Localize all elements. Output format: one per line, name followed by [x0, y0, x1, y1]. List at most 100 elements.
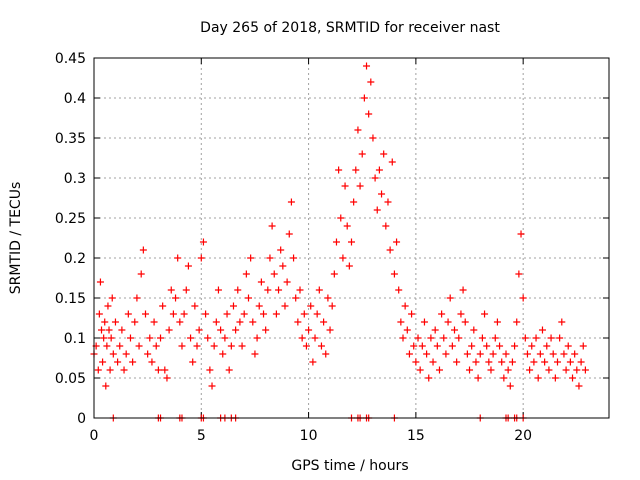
data-point — [139, 246, 147, 254]
data-point — [401, 302, 409, 310]
data-point — [423, 350, 431, 358]
data-point — [157, 334, 165, 342]
data-point — [283, 278, 291, 286]
data-point — [118, 326, 126, 334]
data-point — [161, 366, 169, 374]
data-point — [521, 334, 529, 342]
data-point — [348, 238, 355, 246]
data-point — [382, 222, 390, 230]
data-point — [345, 262, 353, 270]
data-point — [100, 334, 108, 342]
data-point — [373, 206, 381, 214]
data-point — [573, 366, 581, 374]
data-point — [466, 366, 474, 374]
data-point — [556, 334, 564, 342]
data-point — [210, 342, 218, 350]
data-point — [412, 358, 420, 366]
data-point — [536, 350, 544, 358]
data-point — [483, 342, 491, 350]
data-point — [386, 246, 394, 254]
x-tick-label: 5 — [197, 428, 206, 444]
data-point — [414, 334, 422, 342]
x-axis-label: GPS time / hours — [291, 458, 408, 474]
data-point — [272, 310, 280, 318]
data-point — [384, 198, 392, 206]
data-point — [174, 254, 182, 262]
y-tick-label: 0.2 — [64, 251, 86, 267]
data-point — [126, 334, 134, 342]
data-point — [341, 182, 349, 190]
data-point — [352, 166, 360, 174]
data-point — [148, 358, 156, 366]
data-point — [579, 342, 587, 350]
data-point — [206, 366, 214, 374]
data-point — [397, 318, 405, 326]
y-tick-label: 0.05 — [55, 371, 86, 387]
data-point — [474, 374, 482, 382]
data-point — [219, 350, 227, 358]
data-point — [517, 230, 525, 238]
data-point — [560, 350, 568, 358]
data-point — [320, 318, 328, 326]
data-point — [526, 366, 534, 374]
data-point — [292, 294, 300, 302]
data-point — [371, 174, 379, 182]
data-point — [442, 350, 450, 358]
data-point — [395, 286, 403, 294]
data-point — [144, 350, 152, 358]
x-tick-label: 20 — [514, 428, 532, 444]
data-point — [571, 350, 579, 358]
data-point — [562, 366, 570, 374]
data-point — [255, 302, 263, 310]
data-point — [506, 382, 514, 390]
data-point — [95, 310, 103, 318]
data-point — [363, 62, 371, 70]
data-point — [242, 270, 250, 278]
data-point — [199, 238, 207, 246]
data-point — [569, 374, 577, 382]
data-point — [298, 334, 306, 342]
data-point — [184, 262, 192, 270]
data-point — [530, 358, 538, 366]
data-point — [247, 254, 255, 262]
data-point — [317, 342, 325, 350]
data-point — [577, 358, 585, 366]
data-point — [399, 334, 407, 342]
data-point — [435, 366, 443, 374]
data-point — [264, 286, 272, 294]
data-point — [102, 382, 110, 390]
data-point — [502, 350, 510, 358]
y-tick-label: 0.25 — [55, 211, 86, 227]
data-point — [260, 310, 268, 318]
data-point — [152, 342, 160, 350]
data-point — [240, 310, 248, 318]
data-point — [498, 358, 506, 366]
data-point — [511, 342, 519, 350]
data-point — [451, 326, 458, 334]
data-point — [133, 294, 141, 302]
data-point — [279, 262, 287, 270]
y-tick-label: 0.3 — [64, 171, 86, 187]
data-point — [204, 334, 212, 342]
data-point — [461, 318, 469, 326]
data-point — [468, 342, 476, 350]
data-point — [111, 318, 119, 326]
data-point — [491, 334, 499, 342]
data-point — [332, 238, 340, 246]
data-point — [212, 318, 220, 326]
data-point — [551, 374, 559, 382]
data-point — [257, 278, 265, 286]
data-point — [566, 358, 574, 366]
data-point — [459, 286, 467, 294]
data-point — [94, 366, 102, 374]
data-point — [290, 254, 298, 262]
data-point — [285, 230, 293, 238]
data-point — [356, 182, 364, 190]
data-point — [493, 318, 501, 326]
data-point — [545, 366, 553, 374]
data-point — [440, 334, 448, 342]
data-point — [268, 222, 276, 230]
data-point — [457, 310, 465, 318]
data-point — [378, 190, 386, 198]
